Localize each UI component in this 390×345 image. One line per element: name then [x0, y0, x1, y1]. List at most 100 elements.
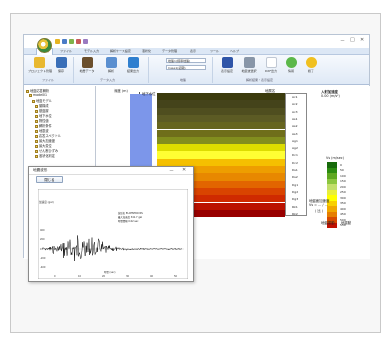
soil-layer[interactable]: [157, 187, 285, 196]
save-button[interactable]: 保存: [50, 57, 72, 73]
soil-layer[interactable]: [157, 107, 285, 115]
soil-layer[interactable]: [157, 122, 285, 130]
tree-item[interactable]: 地盤応答解析: [26, 88, 49, 93]
tree-item[interactable]: 物性値: [35, 118, 49, 123]
tree-item[interactable]: 応答スペクトル: [35, 133, 61, 138]
soil-layer[interactable]: [157, 100, 285, 108]
tree-item[interactable]: 基盤層: [35, 108, 49, 113]
legend-value: 200: [340, 184, 346, 189]
tree-item[interactable]: 地震波: [35, 128, 49, 133]
application-menu-button[interactable]: [37, 38, 52, 53]
qat-new-icon[interactable]: [55, 39, 60, 44]
x-tick-label: 30: [126, 275, 130, 278]
soil-layer[interactable]: [157, 129, 285, 137]
tree-item[interactable]: 解析条件: [35, 123, 52, 128]
legend-color-box: [327, 184, 337, 190]
soil-layer[interactable]: [157, 166, 285, 174]
plot-info-3: 時間間隔 0.02 sec: [118, 219, 139, 223]
layer-name: Dc2: [292, 160, 298, 165]
legend-color-box: [327, 200, 337, 206]
maximize-button[interactable]: □: [350, 37, 355, 43]
soil-layer[interactable]: [157, 209, 285, 218]
waveform-close-x[interactable]: ✕: [182, 167, 187, 173]
x-tick-label: 0: [54, 275, 56, 278]
soil-layer[interactable]: [157, 173, 285, 181]
case-select[interactable]: Case1(初期): [166, 65, 206, 70]
qat-print-icon[interactable]: [83, 39, 88, 44]
waveform-window-title: 地震波形: [33, 168, 48, 172]
soil-profile-view: 深度 (m) 05101520 地下水位 地層名 Ac1Ac2Ac3As1As2…: [97, 86, 370, 259]
soil-layer[interactable]: [157, 180, 285, 188]
layer-name: Rk1: [292, 204, 298, 209]
ground-model-select[interactable]: 地盤1(標準地盤): [166, 58, 206, 63]
qat-redo-icon[interactable]: [76, 39, 81, 44]
tab-tools[interactable]: ツール: [210, 49, 220, 53]
project-button[interactable]: プロジェクト管理: [28, 57, 52, 73]
seismic-wave-button[interactable]: 地震波選択: [238, 57, 260, 73]
waveform-close-button[interactable]: 閉じる: [36, 176, 63, 183]
tree-item[interactable]: せん断ひずみ: [35, 148, 58, 153]
tab-help[interactable]: ヘルプ: [230, 49, 240, 53]
tab-liquefaction[interactable]: 液状化: [142, 49, 152, 53]
analysis-icon: [105, 57, 117, 68]
tree-item[interactable]: 最大加速度: [35, 138, 55, 143]
layer-data-button[interactable]: 地層データ: [76, 57, 98, 73]
result-output-button[interactable]: 結果出力: [122, 57, 144, 73]
exit-button[interactable]: 終了: [300, 57, 322, 73]
soil-layer[interactable]: [157, 158, 285, 166]
legend-color-box: [327, 195, 337, 201]
soil-layer[interactable]: [157, 144, 285, 152]
qat-undo-icon[interactable]: [69, 39, 74, 44]
legend-value: 550: [340, 223, 346, 227]
layer-name: As1: [292, 116, 298, 121]
legend-color-box: [327, 167, 337, 173]
layer-name: Ac1: [292, 95, 298, 99]
legend-color-box: [327, 222, 337, 228]
tree-item[interactable]: 地盤モデル: [32, 98, 52, 103]
display-settings-button[interactable]: 表示設定: [216, 57, 238, 73]
tree-item[interactable]: 地下水位: [35, 113, 52, 118]
soil-layer[interactable]: [157, 151, 285, 159]
tab-analysis-case[interactable]: 解析ケース設定: [110, 49, 131, 53]
layer-name: Rk2: [292, 211, 298, 216]
export-icon: [265, 57, 277, 68]
x-axis-label: 時間 (sec): [104, 270, 116, 274]
soil-layer[interactable]: [157, 202, 285, 210]
tab-file[interactable]: ファイル: [60, 49, 73, 53]
info-title: 入射加速度: [321, 90, 338, 94]
info-button[interactable]: 情報: [280, 57, 302, 73]
tab-model-input[interactable]: モデル入力: [84, 49, 100, 53]
ribbon-tab-bar: ホーム ファイル モデル入力 解析ケース設定 液状化 データ管理 表示 ツール …: [24, 48, 369, 55]
legend-color-box: [327, 189, 337, 195]
plot-info-2: 最大加速度 341.7 gal: [118, 215, 142, 219]
legend-value: 50: [340, 168, 344, 172]
layer-name: Ag2: [292, 146, 298, 151]
tree-item[interactable]: 液状化判定: [35, 153, 55, 158]
soil-layer[interactable]: [157, 195, 285, 203]
dxf-output-button[interactable]: DXF出力: [260, 57, 282, 73]
layer-name: As3: [292, 131, 298, 136]
tree-item[interactable]: 層構成: [35, 103, 49, 108]
tab-data-management[interactable]: データ管理: [162, 49, 178, 53]
legend-title: Vs (m/sec): [326, 156, 344, 160]
y-tick-label: -400: [40, 266, 46, 269]
analysis-button[interactable]: 解析: [100, 57, 122, 73]
tree-item[interactable]: model01: [29, 93, 47, 97]
legend-color-box: [327, 211, 337, 217]
close-window-button[interactable]: ✕: [360, 37, 365, 43]
tab-view[interactable]: 表示: [190, 49, 197, 53]
y-tick-label: 0: [40, 248, 42, 251]
tree-item[interactable]: 最大変位: [35, 143, 52, 148]
layer-name: Ac3: [292, 109, 298, 114]
wave-icon: [243, 57, 255, 68]
soil-layer[interactable]: [157, 114, 285, 123]
layer-icon: [81, 57, 93, 68]
waveform-minimize-button[interactable]: －: [169, 168, 175, 174]
legend-bottom-label-right: 地震動: [341, 221, 352, 225]
soil-layer[interactable]: [157, 136, 285, 145]
depth-header: 深度 (m): [114, 89, 128, 93]
minimize-button[interactable]: －: [340, 38, 346, 44]
soil-layer[interactable]: [157, 93, 285, 101]
qat-save-icon[interactable]: [62, 39, 67, 44]
layer-name: As2: [292, 124, 298, 129]
